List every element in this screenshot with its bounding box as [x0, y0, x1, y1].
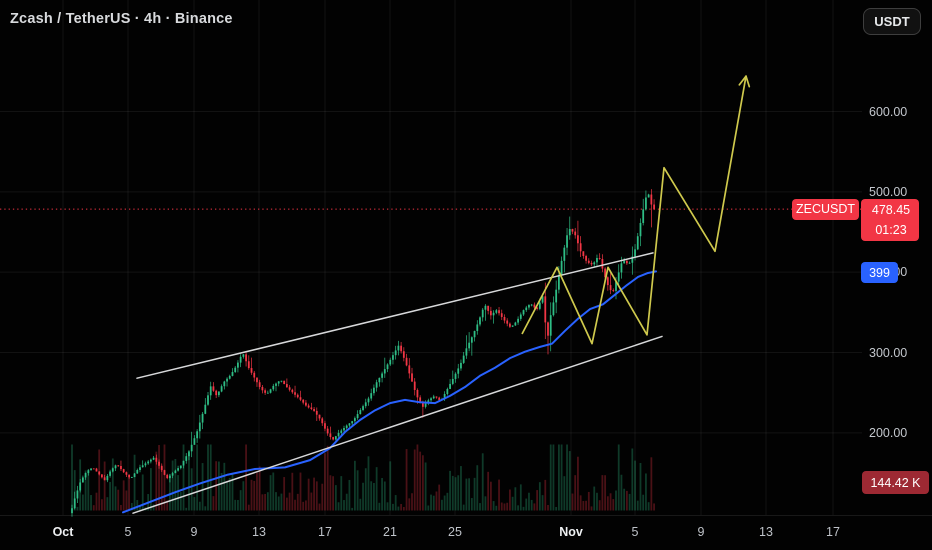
price-tick-label: 600.00 [869, 104, 908, 119]
volume-value-badge: 144.42 K [862, 471, 929, 494]
symbol-price-flag: ZECUSDT [792, 198, 859, 220]
symbol-title[interactable]: Zcash / TetherUS · 4h · Binance [10, 11, 233, 27]
time-tick-label: 25 [448, 525, 462, 539]
bar-countdown: 01:23 [875, 222, 907, 237]
current-price-badge: 478.45 01:23 [861, 198, 919, 241]
time-tick-label: 13 [252, 525, 266, 539]
time-tick-label: 21 [383, 525, 397, 539]
time-tick-label: 5 [631, 525, 639, 539]
time-tick-label: 17 [318, 525, 332, 539]
current-price-value: 478.45 [871, 202, 911, 217]
price-tick-label: 200.00 [869, 425, 908, 440]
ma-value-badge: 399 [861, 262, 898, 284]
time-tick-label: 13 [759, 525, 773, 539]
time-tick-label: 17 [826, 525, 840, 539]
time-tick-label: 5 [124, 525, 132, 539]
time-tick-label: Nov [559, 525, 583, 539]
price-tick-label: 300.00 [869, 345, 908, 360]
time-tick-label: 9 [697, 525, 705, 539]
price-tick-label: 500.00 [869, 184, 908, 199]
time-axis[interactable]: Oct 5 9 13 17 21 25 Nov 5 9 13 17 [0, 515, 932, 550]
time-tick-label: Oct [52, 525, 74, 539]
currency-toggle-button[interactable]: USDT [863, 8, 921, 35]
time-tick-label: 9 [190, 525, 198, 539]
